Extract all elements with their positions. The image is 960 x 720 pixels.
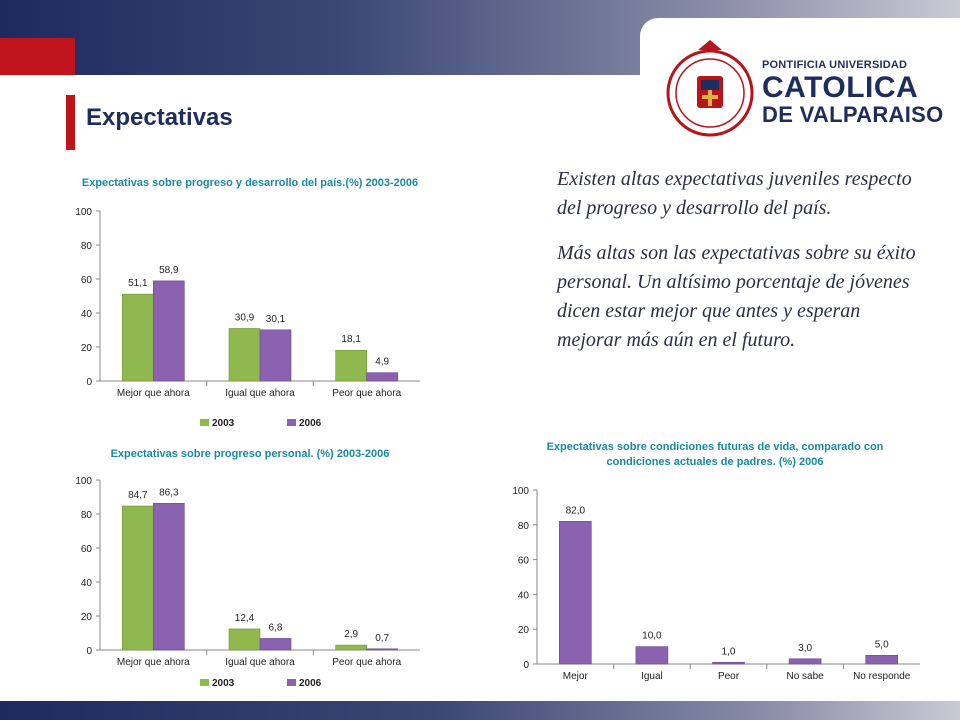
y-tick-label: 80: [81, 510, 93, 521]
logo-line-3: DE VALPARAISO: [762, 102, 944, 127]
x-tick-label: Peor: [718, 671, 740, 682]
x-tick-label: Igual que ahora: [225, 388, 295, 399]
data-label: 18,1: [341, 334, 361, 345]
data-label: 82,0: [566, 505, 586, 516]
legend-swatch: [200, 679, 209, 686]
university-logo-text: PONTIFICIA UNIVERSIDAD CATOLICA DE VALPA…: [762, 60, 944, 126]
bar: [228, 628, 261, 651]
x-tick-label: Peor que ahora: [332, 388, 401, 399]
legend-swatch: [200, 419, 209, 426]
chart-2-progreso-personal: 0 20 40 60 80 100 Mejor que ahora 84,7 86,3 Igual…: [75, 476, 420, 689]
bottom-banner: [0, 701, 960, 720]
x-tick-label: Mejor: [563, 671, 589, 682]
chart-3-title: Expectativas sobre condiciones futuras d…: [546, 441, 884, 468]
data-label: 86,3: [159, 487, 179, 498]
legend-swatch: [287, 419, 296, 426]
y-tick-label: 40: [81, 309, 93, 320]
chart-1-title: Expectativas sobre progreso y desarrollo…: [81, 177, 419, 189]
x-tick-label: Peor que ahora: [332, 657, 401, 668]
data-label: 10,0: [642, 631, 662, 642]
data-label: 30,9: [235, 312, 255, 323]
y-tick-label: 20: [81, 612, 93, 623]
y-tick-label: 60: [81, 544, 93, 555]
data-label: 0,7: [375, 633, 389, 644]
y-tick-label: 80: [518, 521, 530, 532]
legend-label: 2003: [212, 678, 235, 689]
data-label: 12,4: [235, 613, 255, 624]
data-label: 30,1: [266, 314, 286, 325]
chart-1-progreso-pais: 0 20 40 60 80 100 Mejor que ahora 51,1 58,9 Igual…: [75, 207, 420, 429]
legend-label: 2006: [299, 678, 322, 689]
legend-swatch: [287, 679, 296, 686]
bar: [259, 638, 292, 651]
page-title: Expectativas: [86, 104, 233, 131]
chart-3-condiciones-futuras: 0 20 40 60 80 100 Mejor 82,0 Igual 10,0 Peor 1,0 No …: [512, 486, 920, 682]
data-label: 6,8: [269, 622, 283, 633]
paragraph-2: Más altas son las expectativas sobre su …: [557, 242, 916, 351]
legend-label: 2003: [212, 418, 235, 429]
y-tick-label: 60: [81, 275, 93, 286]
bar: [865, 655, 899, 665]
y-tick-label: 0: [86, 646, 92, 657]
bar: [366, 648, 398, 651]
data-label: 4,9: [375, 357, 389, 368]
paragraph-1: Existen altas expectativas juveniles res…: [557, 168, 912, 219]
x-tick-label: Igual que ahora: [225, 657, 295, 668]
title-accent-bar: [66, 95, 75, 150]
university-seal-icon: [666, 40, 754, 137]
bar: [153, 502, 185, 651]
bar: [122, 505, 154, 651]
y-tick-label: 100: [75, 476, 92, 487]
logo-line-1: PONTIFICIA UNIVERSIDAD: [762, 59, 908, 71]
bar: [153, 280, 185, 382]
y-tick-label: 60: [518, 556, 530, 567]
bar: [366, 372, 398, 382]
top-red-accent: [0, 38, 75, 75]
data-label: 84,7: [128, 490, 148, 501]
x-tick-label: Mejor que ahora: [117, 657, 190, 668]
bar: [259, 329, 292, 382]
data-label: 51,1: [128, 278, 148, 289]
y-tick-label: 0: [86, 377, 92, 388]
commentary-text: Existen altas expectativas juveniles res…: [557, 165, 927, 371]
bar: [712, 661, 745, 665]
x-tick-label: No sabe: [786, 671, 824, 682]
data-label: 3,0: [798, 643, 812, 654]
bar: [558, 521, 592, 665]
data-label: 1,0: [722, 646, 736, 657]
bar: [335, 349, 367, 382]
bar: [788, 658, 822, 665]
data-label: 2,9: [344, 629, 358, 640]
logo-line-2: CATOLICA: [762, 71, 919, 104]
y-tick-label: 20: [81, 343, 93, 354]
y-tick-label: 0: [523, 660, 529, 671]
data-label: 58,9: [159, 265, 179, 276]
y-tick-label: 40: [518, 590, 530, 601]
bar: [228, 328, 261, 382]
y-tick-label: 40: [81, 578, 93, 589]
bar: [335, 644, 367, 651]
chart-2-title: Expectativas sobre progreso personal. (%…: [110, 448, 390, 460]
y-tick-label: 100: [75, 207, 92, 218]
data-label: 5,0: [875, 639, 889, 650]
x-tick-label: No responde: [853, 671, 911, 682]
x-tick-label: Igual: [641, 671, 663, 682]
y-tick-label: 100: [512, 486, 529, 497]
y-tick-label: 80: [81, 241, 93, 252]
legend-label: 2006: [299, 418, 322, 429]
y-tick-label: 20: [518, 625, 530, 636]
bar: [635, 646, 669, 665]
x-tick-label: Mejor que ahora: [117, 388, 190, 399]
bar: [122, 293, 154, 382]
